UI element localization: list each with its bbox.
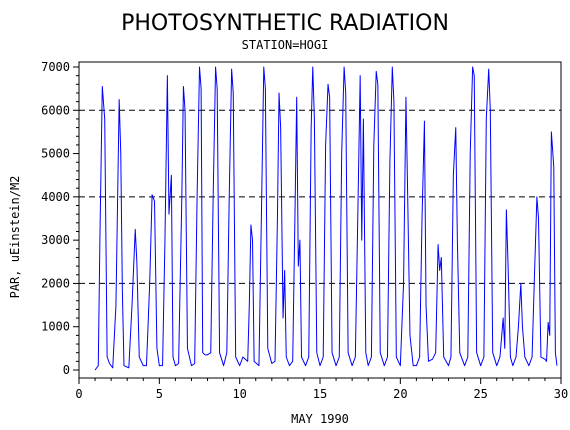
x-tick-label: 25 — [473, 387, 487, 401]
y-tick-label: 5000 — [41, 147, 70, 161]
y-tick-label: 7000 — [41, 60, 70, 74]
chart-subtitle: STATION=HOGI — [242, 38, 329, 52]
plot-area: 0 1000 2000 3000 4000 5000 6000 7000 0 5 10 15 20 25 3… — [41, 60, 568, 401]
x-tick-label: 15 — [313, 387, 327, 401]
y-tick-label: 3000 — [41, 233, 70, 247]
y-tick-label: 1000 — [41, 320, 70, 334]
x-tick-label: 10 — [232, 387, 246, 401]
chart-title: PHOTOSYNTHETIC RADIATION — [121, 11, 449, 36]
y-axis-label: PAR, uEinstein/M2 — [8, 176, 22, 299]
x-tick-label: 20 — [393, 387, 407, 401]
x-tick-label: 5 — [156, 387, 163, 401]
y-tick-label: 2000 — [41, 276, 70, 290]
y-tick-label: 4000 — [41, 190, 70, 204]
x-axis-label: MAY 1990 — [291, 412, 349, 426]
y-tick-label: 0 — [63, 363, 70, 377]
par-series-line — [94, 66, 558, 371]
y-tick-label: 6000 — [41, 103, 70, 117]
x-tick-label: 30 — [554, 387, 568, 401]
x-tick-label: 0 — [75, 387, 82, 401]
